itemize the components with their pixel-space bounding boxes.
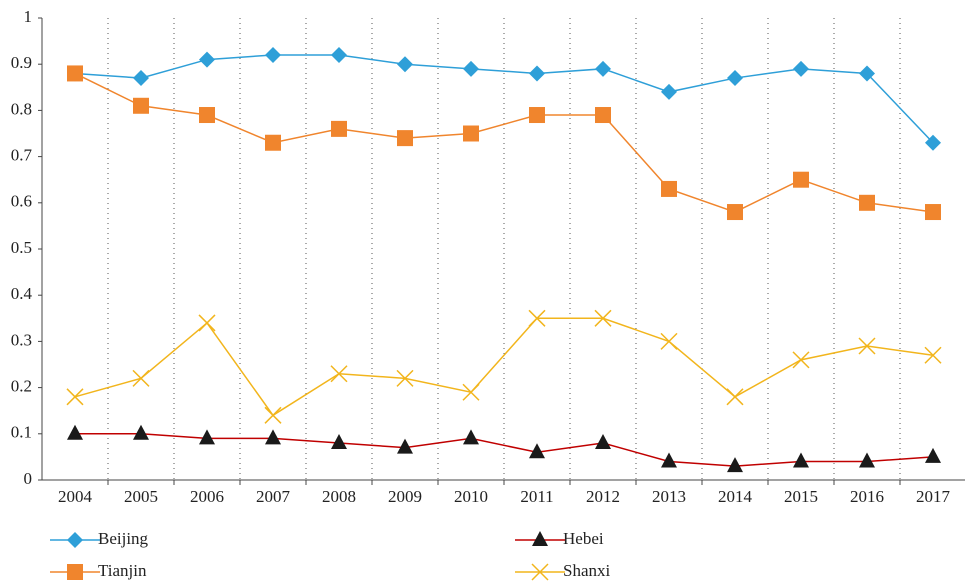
marker — [331, 46, 347, 63]
marker — [265, 134, 281, 151]
marker — [264, 406, 282, 424]
marker — [793, 452, 809, 468]
y-tick-label: 0.6 — [11, 192, 32, 211]
legend-label: Shanxi — [563, 561, 611, 580]
marker — [532, 531, 548, 546]
marker — [67, 424, 83, 440]
marker — [925, 447, 941, 463]
marker — [793, 60, 809, 77]
marker — [66, 388, 84, 406]
x-tick-label: 2007 — [256, 487, 291, 506]
x-tick-label: 2004 — [58, 487, 93, 506]
y-tick-label: 0.4 — [11, 284, 33, 303]
marker — [529, 107, 545, 124]
x-tick-label: 2008 — [322, 487, 356, 506]
marker — [528, 309, 546, 327]
marker — [133, 424, 149, 440]
x-tick-label: 2006 — [190, 487, 224, 506]
x-tick-label: 2009 — [388, 487, 422, 506]
marker — [463, 125, 479, 142]
marker — [67, 65, 83, 82]
x-tick-label: 2010 — [454, 487, 488, 506]
marker — [132, 369, 150, 387]
y-tick-label: 0.1 — [11, 423, 32, 442]
marker — [199, 51, 215, 68]
marker — [925, 204, 941, 221]
marker — [726, 388, 744, 406]
marker — [793, 171, 809, 188]
marker — [265, 46, 281, 63]
y-tick-label: 0.8 — [11, 99, 32, 118]
y-tick-label: 0.3 — [11, 330, 32, 349]
marker — [331, 434, 347, 450]
x-tick-label: 2017 — [916, 487, 951, 506]
marker — [661, 452, 677, 468]
legend-label: Hebei — [563, 529, 604, 548]
marker — [595, 60, 611, 77]
marker — [924, 346, 942, 364]
x-tick-label: 2014 — [718, 487, 753, 506]
x-tick-label: 2015 — [784, 487, 818, 506]
marker — [463, 429, 479, 445]
marker — [595, 434, 611, 450]
x-tick-label: 2013 — [652, 487, 686, 506]
marker — [199, 429, 215, 445]
legend-label: Beijing — [98, 529, 149, 548]
x-tick-label: 2005 — [124, 487, 158, 506]
series-line — [74, 72, 934, 213]
marker — [661, 180, 677, 197]
marker — [133, 70, 149, 87]
marker — [727, 204, 743, 221]
marker — [198, 314, 216, 332]
series-line — [74, 54, 934, 144]
marker — [396, 369, 414, 387]
marker — [397, 438, 413, 454]
marker — [462, 383, 480, 401]
y-tick-label: 0.5 — [11, 238, 32, 257]
marker — [397, 56, 413, 73]
x-tick-label: 2016 — [850, 487, 884, 506]
y-tick-label: 1 — [24, 7, 33, 26]
y-tick-label: 0.9 — [11, 53, 32, 72]
marker — [67, 564, 83, 580]
legend-label: Tianjin — [98, 561, 147, 580]
marker — [595, 107, 611, 124]
marker — [859, 452, 875, 468]
marker — [661, 83, 677, 100]
y-tick-label: 0.7 — [11, 146, 33, 165]
marker — [529, 65, 545, 82]
marker — [859, 194, 875, 211]
marker — [397, 130, 413, 147]
marker — [792, 351, 810, 369]
marker — [133, 97, 149, 114]
marker — [67, 532, 83, 548]
series-line — [74, 317, 934, 417]
marker — [199, 107, 215, 124]
series-line — [75, 433, 934, 467]
marker — [727, 70, 743, 87]
x-tick-label: 2012 — [586, 487, 620, 506]
marker — [925, 134, 941, 151]
y-tick-label: 0 — [24, 469, 33, 488]
y-tick-label: 0.2 — [11, 377, 32, 396]
marker — [531, 563, 549, 581]
marker — [858, 337, 876, 355]
marker — [660, 332, 678, 350]
marker — [594, 309, 612, 327]
marker — [529, 443, 545, 459]
marker — [331, 120, 347, 137]
x-tick-label: 2011 — [520, 487, 553, 506]
marker — [463, 60, 479, 77]
marker — [727, 457, 743, 473]
marker — [265, 429, 281, 445]
marker — [330, 365, 348, 383]
marker — [859, 65, 875, 82]
